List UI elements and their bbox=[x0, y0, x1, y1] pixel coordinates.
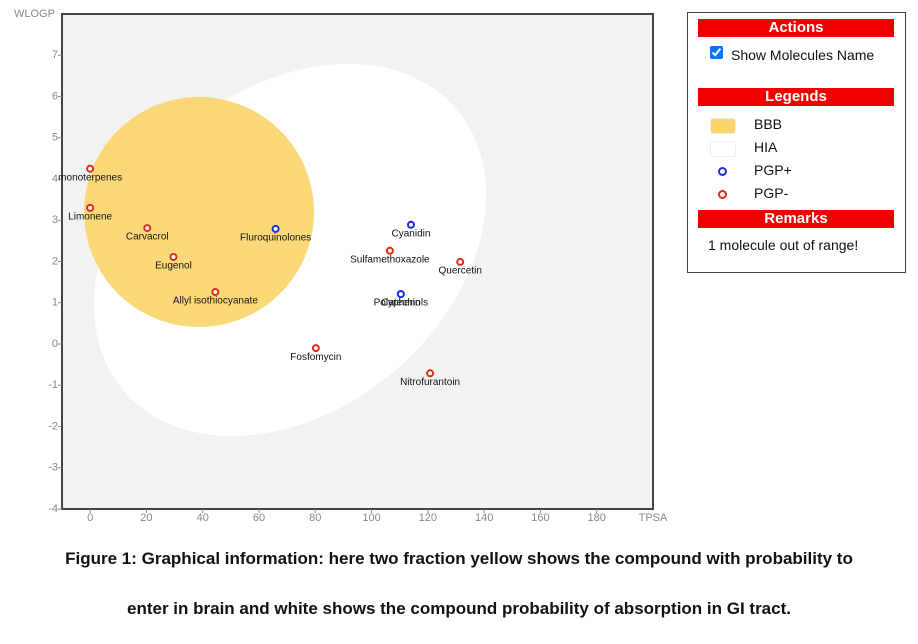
x-tick-label: 40 bbox=[197, 512, 209, 524]
y-tick-label: -3 bbox=[48, 462, 58, 474]
point bbox=[396, 290, 405, 299]
legend-symbol bbox=[718, 167, 727, 176]
point bbox=[426, 369, 435, 378]
legend-label: PGP+ bbox=[754, 162, 792, 178]
y-tick-label: 3 bbox=[52, 214, 58, 226]
point-label: Carvacrol bbox=[126, 232, 169, 243]
remarks-text: 1 molecule out of range! bbox=[708, 237, 859, 253]
point bbox=[86, 164, 95, 173]
y-tick-label: 0 bbox=[52, 338, 58, 350]
y-tick-label: 4 bbox=[52, 173, 58, 185]
x-tick-label: 140 bbox=[475, 512, 493, 524]
point bbox=[406, 220, 415, 229]
legend-symbol bbox=[710, 118, 736, 134]
y-tick-label: 5 bbox=[52, 132, 58, 144]
point bbox=[385, 246, 394, 255]
legend-symbol bbox=[718, 190, 727, 199]
point-label: monoterpenes bbox=[58, 172, 122, 183]
y-tick-label: -4 bbox=[48, 503, 58, 515]
x-tick-label: 160 bbox=[531, 512, 549, 524]
bbb-region bbox=[84, 97, 314, 327]
point-label: Fosfomycin bbox=[290, 352, 341, 363]
legend-label: HIA bbox=[754, 139, 778, 155]
x-tick-label: 60 bbox=[253, 512, 265, 524]
legend-label: PGP- bbox=[754, 185, 789, 201]
point bbox=[143, 224, 152, 233]
point bbox=[271, 224, 280, 233]
x-tick-label: 120 bbox=[419, 512, 437, 524]
show-names-label[interactable]: Show Molecules Name bbox=[731, 47, 875, 63]
point-label: Cyanidin bbox=[392, 228, 431, 239]
x-tick-label: 0 bbox=[87, 512, 93, 524]
point-label: Quercetin bbox=[439, 266, 482, 277]
point-label: Sulfamethoxazole bbox=[350, 254, 430, 265]
x-tick-label: 20 bbox=[140, 512, 152, 524]
point bbox=[456, 257, 465, 266]
point-label: Fluroquinolones bbox=[240, 233, 311, 244]
point-label: Catechin bbox=[381, 298, 420, 309]
point-label: Limonene bbox=[68, 212, 112, 223]
legend-symbol bbox=[710, 141, 736, 157]
point-label: Nitrofurantoin bbox=[400, 377, 460, 388]
point bbox=[211, 288, 220, 297]
caption-line: Figure 1: Graphical information: here tw… bbox=[65, 549, 853, 568]
y-tick-label: -1 bbox=[48, 379, 58, 391]
x-tick-label: 100 bbox=[362, 512, 380, 524]
legend-label: BBB bbox=[754, 116, 783, 132]
y-axis-label: WLOGP bbox=[14, 8, 55, 20]
x-tick-label: 180 bbox=[588, 512, 606, 524]
y-tick-label: 1 bbox=[52, 297, 58, 309]
y-tick-label: 6 bbox=[52, 90, 58, 102]
chart: WLOGP TPSA 0 20 40 60 80 100 120 140 160 180-4-3-… bbox=[14, 8, 668, 524]
point bbox=[311, 344, 320, 353]
point bbox=[86, 203, 95, 212]
side-panel: Actions Show Molecules Name Legends BBB H… bbox=[687, 12, 906, 273]
actions-header: Actions bbox=[698, 19, 894, 37]
caption-line: enter in brain and white shows the compo… bbox=[127, 599, 791, 618]
point-label: Eugenol bbox=[155, 261, 192, 272]
point-label: Polyphenols bbox=[374, 298, 428, 309]
y-tick-label: 2 bbox=[52, 255, 58, 267]
x-tick-label: 80 bbox=[309, 512, 321, 524]
show-names-checkbox[interactable] bbox=[710, 46, 723, 59]
legends-header: Legends bbox=[698, 88, 894, 106]
remarks-header: Remarks bbox=[698, 210, 894, 228]
y-tick-label: 7 bbox=[52, 49, 58, 61]
y-tick-label: -2 bbox=[48, 420, 58, 432]
point bbox=[169, 252, 178, 261]
point-label: Allyl isothiocyanate bbox=[173, 296, 258, 307]
x-axis-label: TPSA bbox=[639, 512, 668, 524]
